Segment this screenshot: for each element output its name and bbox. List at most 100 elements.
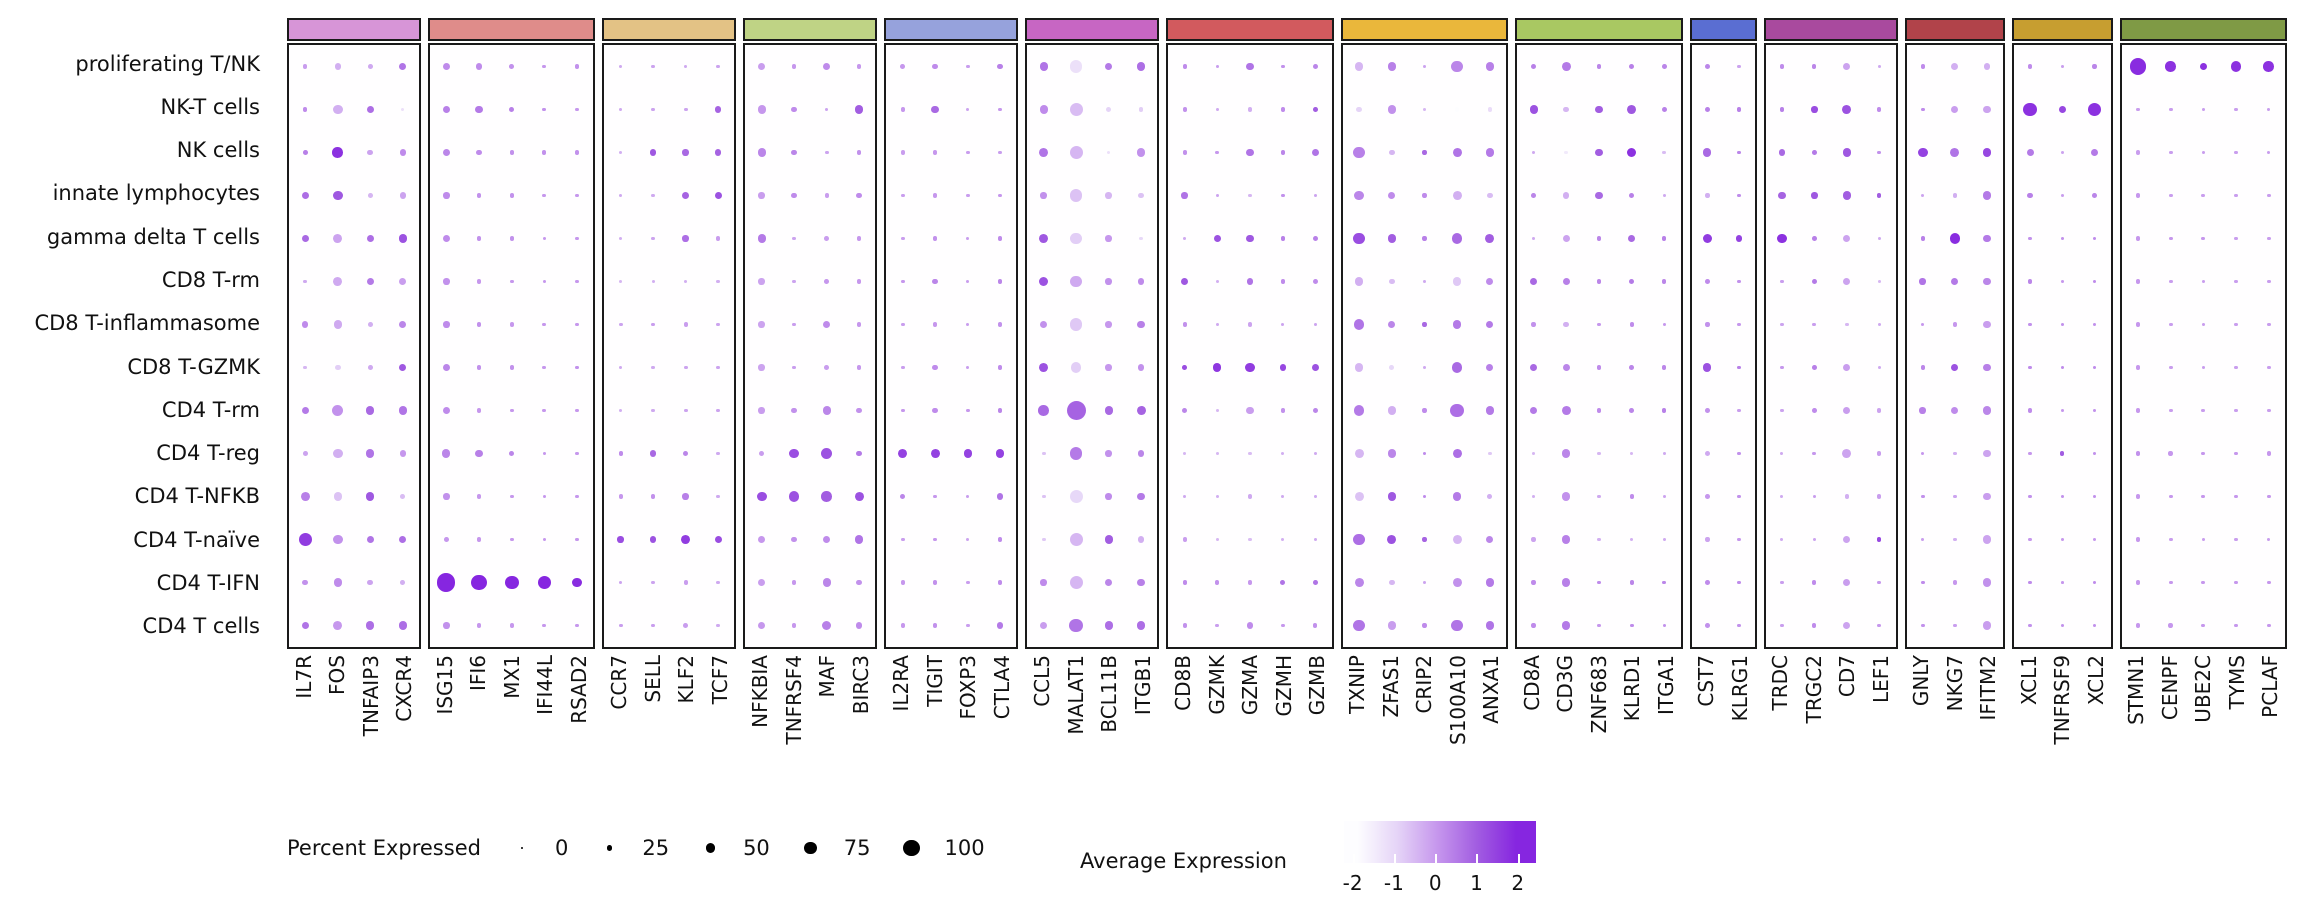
dot-cell [745, 88, 777, 131]
expression-dot [1104, 406, 1113, 415]
dot-cell [1060, 260, 1093, 303]
dot-cell [1723, 604, 1755, 647]
expression-dot [2060, 451, 2065, 456]
expression-dot [1486, 320, 1494, 329]
expression-dot [1248, 537, 1252, 542]
dot-cell [1831, 45, 1863, 88]
dot-cell [810, 389, 842, 432]
expression-dot [1529, 406, 1538, 415]
expression-dot [1531, 494, 1536, 499]
gene-label: PCLAF [2258, 655, 2283, 718]
dot-cell [1939, 174, 1971, 217]
gene-label-cell: CD8B [1166, 655, 1199, 805]
expression-dot [898, 449, 908, 458]
gene-labels: CCL5 MALAT1 BCL11B ITGB1 [1025, 655, 1159, 805]
expression-dot [1983, 234, 1991, 243]
dot-cell [1798, 475, 1831, 518]
expression-dot [1877, 365, 1881, 370]
expression-dot [1531, 451, 1536, 456]
dot-cell [1299, 174, 1332, 217]
dot-cell [1939, 260, 1971, 303]
expression-dot [303, 107, 308, 112]
expression-dot [1780, 537, 1784, 542]
dot-cell [1550, 346, 1583, 389]
dot-cell [1863, 45, 1896, 88]
dot-cell [1863, 174, 1896, 217]
expression-dot [1041, 537, 1046, 542]
expression-dot [1780, 279, 1784, 284]
dot-cell [463, 45, 496, 88]
dot-cell [778, 45, 811, 88]
dot-cell [1343, 432, 1376, 475]
expression-dot [1069, 145, 1083, 160]
expression-dot [367, 579, 373, 586]
expression-dot [900, 150, 905, 155]
expression-dot [791, 536, 797, 543]
dot-cell [810, 561, 842, 604]
dot-cell [1723, 561, 1755, 604]
expression-dot [1039, 621, 1048, 630]
dot-cell [1060, 604, 1093, 647]
dot-cell [1798, 45, 1831, 88]
dot-cell [1971, 432, 2003, 475]
expression-dot [509, 64, 515, 69]
gene-label-cell: CTLA4 [985, 655, 1019, 805]
expression-dot [1422, 279, 1427, 284]
dot-cell [2046, 561, 2078, 604]
expression-dot [1777, 233, 1787, 244]
expression-dot [301, 406, 309, 415]
expression-dot [1982, 621, 1992, 630]
dot-cell [886, 131, 918, 174]
gene-label: KLRG1 [1727, 655, 1752, 722]
dot-cell [1375, 260, 1408, 303]
dot-cell [289, 303, 321, 346]
expression-dot [1069, 447, 1083, 460]
expression-dot [1778, 191, 1786, 200]
dot-cell [1092, 303, 1124, 346]
expression-dot [2234, 580, 2238, 585]
percent-expressed-legend: Percent Expressed 0 25 50 75 100 [287, 828, 1015, 868]
expression-dot [1452, 191, 1462, 200]
expression-dot [400, 107, 405, 112]
gene-label-cell: XCL2 [2079, 655, 2112, 805]
expression-dot [792, 365, 797, 370]
dot-cell [1441, 303, 1474, 346]
expression-dot [716, 236, 721, 241]
expression-dot [1844, 494, 1850, 499]
expression-dot [2060, 623, 2064, 628]
expression-dot [442, 148, 450, 157]
expression-dot [855, 535, 864, 544]
dot-cell [1648, 131, 1681, 174]
expression-dot [2168, 494, 2173, 499]
gene-label-cell: CCR7 [602, 655, 635, 805]
colorbar-tick-label: 2 [1511, 871, 1525, 895]
dot-cell [745, 346, 777, 389]
expression-dot [1353, 533, 1365, 546]
gene-labels: XCL1 TNFRSF9 XCL2 [2012, 655, 2112, 805]
dot-cell [984, 217, 1017, 260]
dot-cell [778, 88, 811, 131]
expression-dot [1182, 64, 1187, 69]
dot-cell [810, 174, 842, 217]
dot-cell [1343, 88, 1376, 131]
expression-dot [2266, 580, 2271, 585]
expression-dot [1487, 494, 1493, 499]
dot-cell [951, 131, 983, 174]
expression-dot [332, 534, 343, 545]
dot-cell [1863, 561, 1896, 604]
gene-label-cell: FOS [320, 655, 354, 805]
expression-dot [1877, 322, 1882, 327]
dot-cell [1027, 389, 1059, 432]
expression-dot [1877, 408, 1882, 413]
dot-cell [984, 88, 1017, 131]
expression-dot [399, 277, 407, 286]
dot-cell [321, 45, 354, 88]
dot-cell [1092, 174, 1124, 217]
gene-panel: TXNIP ZFAS1 CRIP2 S100A10 ANXA1 [1340, 18, 1509, 805]
expression-dot [1248, 451, 1252, 456]
dot-cell [495, 88, 528, 131]
dot-cell [2046, 346, 2078, 389]
dot-cell [289, 260, 321, 303]
expression-dot [437, 573, 456, 592]
expression-dot [758, 62, 766, 71]
